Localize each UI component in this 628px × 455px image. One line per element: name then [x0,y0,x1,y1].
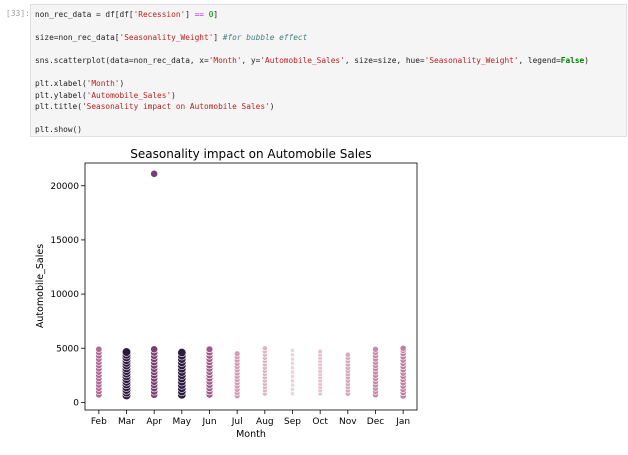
data-point [290,369,295,375]
plot-area-frame [84,162,418,411]
data-point [233,350,241,357]
code-token: #for bubble effect [222,33,308,42]
code-token: ] [185,10,195,19]
code-token: 'Recession' [133,10,186,19]
data-point [290,348,295,353]
data-point [150,345,159,354]
code-line: plt.ylabel('Automobile_Sales') [35,90,626,102]
code-line: size=non_rec_data['Seasonality_Weight'] … [35,32,626,44]
data-point [344,351,351,358]
code-line: non_rec_data = df[df['Recession'] == 0] [35,9,626,21]
code-line: sns.scatterplot(data=non_rec_data, x='Mo… [35,55,626,67]
data-point [290,356,295,362]
y-tick-label: 15000 [50,236,79,246]
code-token: , size=size, hue= [344,56,425,65]
code-token: ) [119,79,125,88]
code-line: plt.show() [35,124,626,136]
code-line: plt.xlabel('Month') [35,78,626,90]
y-tick-label: 10000 [50,290,79,300]
data-point [95,345,103,353]
code-token: sns.scatterplot(data=non_rec_data, x= [35,56,209,65]
code-token: ] [213,10,219,19]
data-point [290,361,295,366]
code-token: plt.show() [35,125,82,134]
code-token: ) [171,90,176,100]
code-line: plt.title('Seasonality impact on Automob… [35,101,626,113]
code-editor[interactable]: non_rec_data = df[df['Recession'] == 0] s… [30,4,627,137]
code-token: 'Month' [86,79,120,88]
x-tick-label: Dec [367,417,384,427]
data-point [262,345,268,352]
code-token: , legend= [518,56,561,65]
y-tick-label: 20000 [50,182,79,192]
data-point [399,344,407,352]
code-token: == [194,10,204,19]
data-point [150,169,159,178]
code-token: 'Seasonality impact on Automobile Sales' [81,102,270,111]
code-token: ] [213,33,223,42]
data-point [290,382,295,388]
data-point [121,347,132,357]
code-token: size=non_rec_data[ [35,33,120,42]
x-axis-label: Month [236,429,266,440]
notebook-cell: [33]: non_rec_data = df[df['Recession'] … [0,0,628,140]
x-tick-label: Aug [256,417,274,427]
x-tick-label: Oct [312,417,328,427]
x-tick-label: Jan [395,417,410,427]
x-tick-label: Jun [201,417,216,427]
y-axis-ticks: 0 5000 10000 15000 20000 [50,182,85,408]
code-token: False [560,56,585,65]
data-point [290,365,295,371]
x-tick-label: Sep [284,417,301,427]
data-point [290,352,295,358]
code-token: plt.ylabel( [35,90,87,100]
code-token: ) [269,102,275,111]
data-point [205,345,214,354]
code-token: 'Automobile_Sales' [260,56,345,65]
data-point [290,387,295,392]
code-token: 0 [208,10,214,19]
data-point [290,378,295,384]
data-point [290,374,295,379]
y-axis-label: Automobile_Sales [35,244,46,328]
code-token: 'Seasonality_Weight' [119,33,214,42]
x-axis-ticks: Feb Mar Apr May Jun Jul Aug Sep Oct Nov Dec Jan [91,410,410,427]
x-tick-label: Jul [231,417,243,427]
chart-title: Seasonality impact on Automobile Sales [130,147,371,161]
y-tick-label: 5000 [56,344,79,354]
cell-prompt: [33]: [5,9,30,18]
code-token: 'Automobile_Sales' [86,90,172,100]
data-point [317,348,323,355]
data-point [177,348,187,358]
data-point [290,391,295,397]
y-tick-label: 0 [73,398,79,408]
x-tick-label: Feb [91,417,107,427]
code-token: , y= [241,56,261,65]
code-token: plt.title( [35,102,82,111]
code-token: 'Seasonality_Weight' [424,56,519,65]
x-tick-label: Mar [118,417,135,427]
data-point [372,346,379,353]
code-token: non_rec_data = df[df[ [35,10,134,19]
x-tick-label: May [173,417,192,427]
code-token: 'Month' [208,56,242,65]
x-tick-label: Nov [339,417,357,427]
code-token: plt.xlabel( [35,79,87,88]
scatter-points [95,169,407,400]
x-tick-label: Apr [146,417,162,427]
code-token: ) [584,56,589,65]
